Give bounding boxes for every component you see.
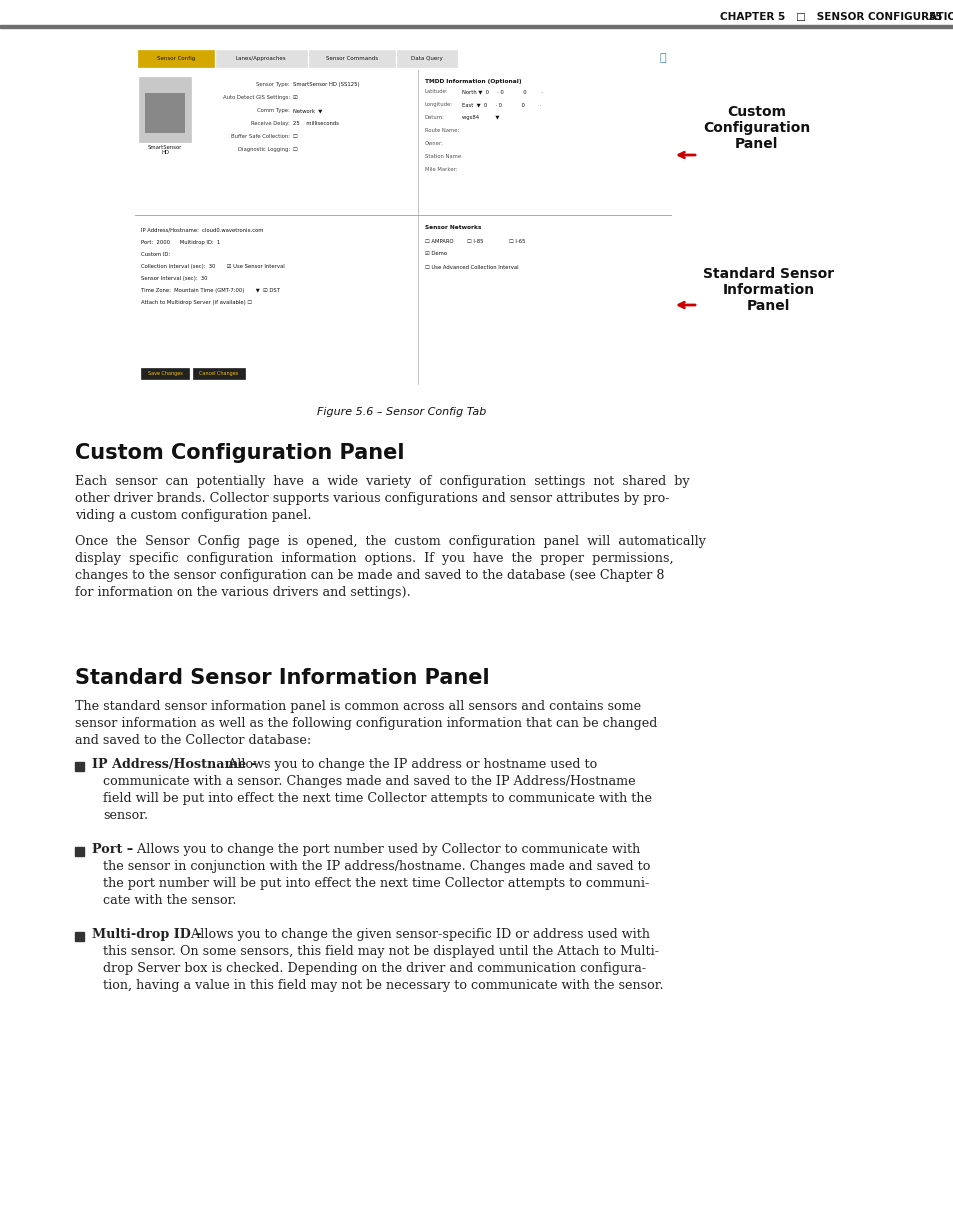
Text: for information on the various drivers and settings).: for information on the various drivers a…: [75, 587, 411, 599]
Text: changes to the sensor configuration can be made and saved to the database (see C: changes to the sensor configuration can …: [75, 569, 664, 582]
Text: Route Name:: Route Name:: [424, 128, 458, 133]
Bar: [0, 25, 953, 28]
Text: Once  the  Sensor  Config  page  is  opened,  the  custom  configuration  panel : Once the Sensor Config page is opened, t…: [75, 535, 705, 548]
Text: TMDD Information (Optional): TMDD Information (Optional): [424, 79, 521, 83]
Text: The standard sensor information panel is common across all sensors and contains : The standard sensor information panel is…: [75, 699, 640, 713]
Text: cate with the sensor.: cate with the sensor.: [103, 894, 236, 907]
Text: Custom Configuration Panel: Custom Configuration Panel: [75, 443, 404, 463]
Text: this sensor. On some sensors, this field may not be displayed until the Attach t: this sensor. On some sensors, this field…: [103, 945, 659, 958]
Text: Sensor Type:: Sensor Type:: [256, 82, 290, 87]
Bar: [193, 368, 245, 379]
Text: Comm Type:: Comm Type:: [257, 108, 290, 113]
Bar: [461, 128, 552, 137]
Text: Figure 5.6 – Sensor Config Tab: Figure 5.6 – Sensor Config Tab: [317, 407, 486, 417]
Text: 55: 55: [926, 12, 942, 22]
Text: ☐: ☐: [293, 134, 297, 139]
Text: Data Query: Data Query: [411, 56, 442, 61]
Text: Lanes/Approaches: Lanes/Approaches: [235, 56, 286, 61]
Text: ☐: ☐: [293, 147, 297, 152]
Bar: [75, 847, 84, 856]
Text: Latitude:: Latitude:: [424, 90, 448, 94]
Text: 25    milliseconds: 25 milliseconds: [293, 121, 338, 126]
Text: IP Address/Hostname:  cloud0.wavetronix.com: IP Address/Hostname: cloud0.wavetronix.c…: [141, 228, 263, 233]
Text: Allows you to change the port number used by Collector to communicate with: Allows you to change the port number use…: [132, 843, 639, 856]
Text: ☐ I-85: ☐ I-85: [467, 239, 483, 244]
Text: Port:  2000      Multidrop ID:  1: Port: 2000 Multidrop ID: 1: [141, 240, 220, 245]
Text: ☑ Demo: ☑ Demo: [424, 252, 447, 256]
Text: Diagnostic Logging:: Diagnostic Logging:: [237, 147, 290, 152]
Text: Standard Sensor
Information
Panel: Standard Sensor Information Panel: [702, 266, 833, 313]
Text: sensor information as well as the following configuration information that can b: sensor information as well as the follow…: [75, 717, 657, 730]
Text: Time Zone:  Mountain Time (GMT-7:00)       ▼  ☑ DST: Time Zone: Mountain Time (GMT-7:00) ▼ ☑ …: [141, 288, 280, 293]
Text: Station Name:: Station Name:: [424, 155, 462, 160]
Bar: [141, 368, 189, 379]
Text: the sensor in conjunction with the IP address/hostname. Changes made and saved t: the sensor in conjunction with the IP ad…: [103, 860, 650, 872]
Text: display  specific  configuration  information  options.  If  you  have  the  pro: display specific configuration informati…: [75, 552, 673, 564]
Text: the port number will be put into effect the next time Collector attempts to comm: the port number will be put into effect …: [103, 877, 649, 890]
Bar: [461, 155, 552, 163]
Bar: [215, 50, 307, 67]
Text: and saved to the Collector database:: and saved to the Collector database:: [75, 734, 311, 747]
Text: Allows you to change the IP address or hostname used to: Allows you to change the IP address or h…: [224, 758, 597, 771]
Bar: [138, 50, 213, 67]
Text: Save Changes: Save Changes: [148, 371, 182, 375]
Bar: [309, 50, 395, 67]
Text: IP Address/Hostname –: IP Address/Hostname –: [91, 758, 261, 771]
Text: sensor.: sensor.: [103, 809, 148, 822]
Text: ☐ AMPARO: ☐ AMPARO: [424, 239, 453, 244]
Text: ☐ I-65: ☐ I-65: [509, 239, 525, 244]
Text: Sensor Networks: Sensor Networks: [424, 225, 481, 229]
Text: Attach to Multidrop Server (if available) ☐: Attach to Multidrop Server (if available…: [141, 299, 252, 306]
Text: SmartSensor
HD: SmartSensor HD: [148, 145, 182, 156]
Text: Standard Sensor Information Panel: Standard Sensor Information Panel: [75, 667, 489, 688]
Text: ⓘ: ⓘ: [659, 54, 665, 64]
Text: Buffer Safe Collection:: Buffer Safe Collection:: [231, 134, 290, 139]
Text: SmartSensor HD (SS125): SmartSensor HD (SS125): [293, 82, 359, 87]
Text: ☐ Use Advanced Collection Interval: ☐ Use Advanced Collection Interval: [424, 265, 518, 270]
Text: Each  sensor  can  potentially  have  a  wide  variety  of  configuration  setti: Each sensor can potentially have a wide …: [75, 475, 689, 488]
Bar: [75, 762, 84, 771]
Text: field will be put into effect the next time Collector attempts to communicate wi: field will be put into effect the next t…: [103, 791, 651, 805]
Text: Owner:: Owner:: [424, 141, 443, 146]
Text: Datum:: Datum:: [424, 115, 444, 120]
Text: communicate with a sensor. Changes made and saved to the IP Address/Hostname: communicate with a sensor. Changes made …: [103, 775, 635, 788]
Text: East  ▼  0     · 0            0         ·: East ▼ 0 · 0 0 ·: [461, 102, 540, 107]
Text: CHAPTER 5   □   SENSOR CONFIGURATION PAGE: CHAPTER 5 □ SENSOR CONFIGURATION PAGE: [720, 12, 953, 22]
Text: Network  ▼: Network ▼: [293, 108, 322, 113]
Text: Custom ID:: Custom ID:: [141, 252, 170, 256]
Text: Allows you to change the given sensor-specific ID or address used with: Allows you to change the given sensor-sp…: [188, 928, 650, 941]
Text: Collection Interval (sec):  30       ☑ Use Sensor Interval: Collection Interval (sec): 30 ☑ Use Sens…: [141, 264, 284, 269]
Text: Mile Marker:: Mile Marker:: [424, 167, 457, 172]
Text: viding a custom configuration panel.: viding a custom configuration panel.: [75, 509, 312, 521]
Text: drop Server box is checked. Depending on the driver and communication configura-: drop Server box is checked. Depending on…: [103, 962, 645, 975]
Bar: [135, 70, 670, 384]
Text: Port –: Port –: [91, 843, 137, 856]
Text: wgs84          ▼: wgs84 ▼: [461, 115, 498, 120]
Bar: [461, 141, 552, 150]
Text: Multi-drop ID –: Multi-drop ID –: [91, 928, 206, 941]
Bar: [396, 50, 456, 67]
Bar: [139, 77, 191, 142]
Bar: [145, 93, 185, 133]
Text: Cancel Changes: Cancel Changes: [199, 371, 238, 375]
Text: Auto Detect GIS Settings:: Auto Detect GIS Settings:: [222, 94, 290, 99]
Bar: [75, 933, 84, 941]
Text: North ▼  0     · 0            0         ·: North ▼ 0 · 0 0 ·: [461, 90, 542, 94]
Bar: [461, 167, 552, 175]
Bar: [132, 48, 672, 388]
Text: Sensor Config: Sensor Config: [156, 56, 194, 61]
Text: Longitude:: Longitude:: [424, 102, 453, 107]
Text: Sensor Commands: Sensor Commands: [325, 56, 377, 61]
Text: ☑: ☑: [293, 94, 297, 99]
Text: Receive Delay:: Receive Delay:: [251, 121, 290, 126]
Text: Custom
Configuration
Panel: Custom Configuration Panel: [702, 104, 809, 151]
Text: other driver brands. Collector supports various configurations and sensor attrib: other driver brands. Collector supports …: [75, 492, 669, 506]
Text: tion, having a value in this field may not be necessary to communicate with the : tion, having a value in this field may n…: [103, 979, 663, 991]
Text: Sensor Interval (sec):  30: Sensor Interval (sec): 30: [141, 276, 208, 281]
